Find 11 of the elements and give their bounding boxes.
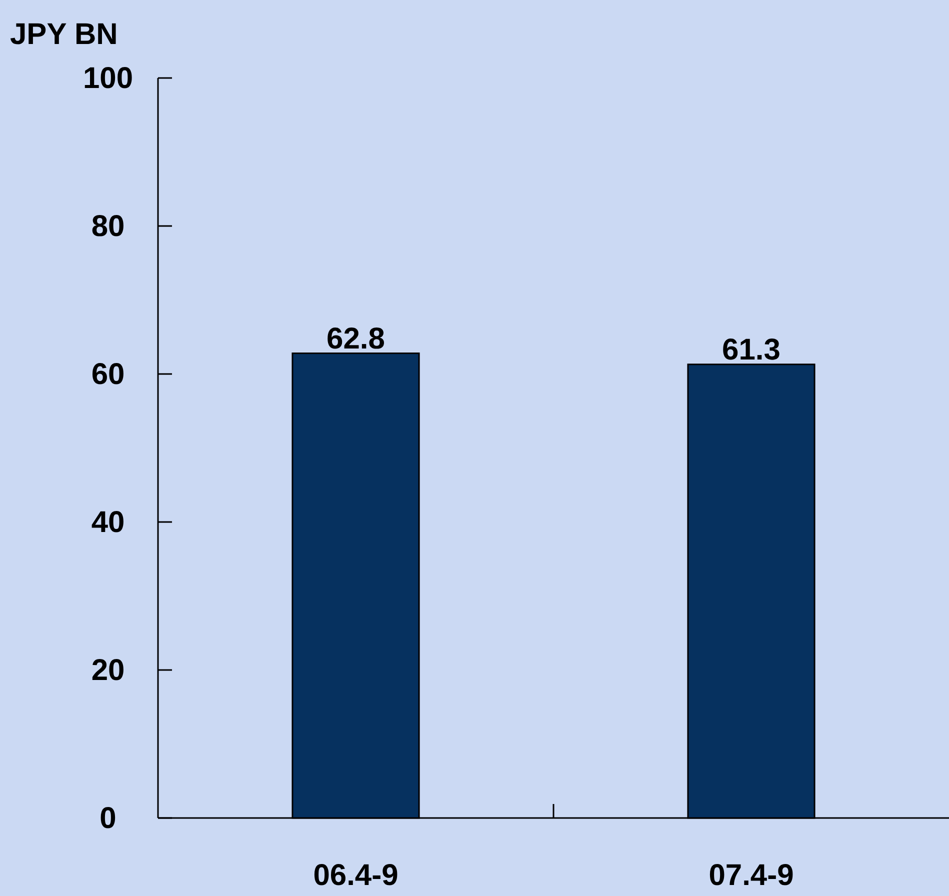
- x-tick-label: 06.4-9: [313, 859, 398, 892]
- x-tick-label: 07.4-9: [708, 859, 794, 892]
- data-label: 61.3: [722, 333, 780, 366]
- y-tick-label: 20: [91, 654, 125, 687]
- y-tick-label: 40: [91, 506, 125, 539]
- y-tick-label: 60: [91, 358, 125, 391]
- y-axis-title: JPY BN: [10, 18, 118, 51]
- data-label: 62.8: [326, 322, 385, 356]
- y-tick-label: 80: [91, 210, 125, 243]
- y-tick-label: 0: [100, 802, 116, 835]
- y-tick-label: 100: [82, 62, 134, 95]
